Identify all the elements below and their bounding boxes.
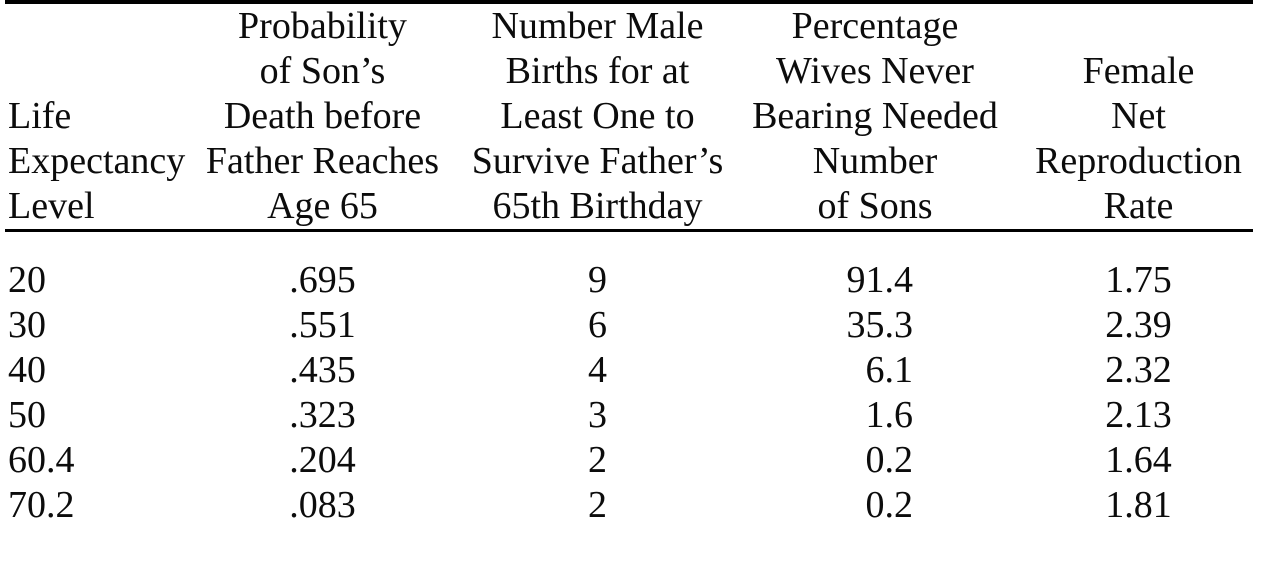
table-row: 20 .695 9 91.4 1.75 (5, 231, 1253, 304)
header-line: Percentage (791, 5, 959, 47)
cell-percentage-wives: 6.1 (865, 349, 914, 391)
cell-life-expectancy: 60.4 (8, 439, 75, 481)
cell-percentage-wives: 91.4 (846, 259, 914, 301)
col-header-number-male-births: Number Male Births for at Least One to S… (455, 2, 740, 232)
table-row: 50 .323 3 1.6 2.13 (5, 393, 1253, 438)
header-line: Rate (1103, 185, 1174, 227)
cell-male-births: 9 (588, 259, 607, 301)
table-header: Life Expectancy Level Probability of Son… (5, 2, 1253, 232)
cell-net-reproduction-rate: 2.32 (1105, 349, 1172, 391)
header-line: Father Reaches (205, 140, 440, 182)
header-line: Level (8, 185, 95, 227)
col-header-percentage-wives: Percentage Wives Never Bearing Needed Nu… (740, 2, 1010, 232)
cell-life-expectancy: 70.2 (8, 484, 75, 526)
cell-percentage-wives: 1.6 (865, 394, 914, 436)
cell-male-births: 6 (588, 304, 607, 346)
table-row: 70.2 .083 2 0.2 1.81 (5, 483, 1253, 528)
cell-net-reproduction-rate: 1.75 (1105, 259, 1172, 301)
cell-probability-death: .083 (289, 484, 356, 526)
cell-percentage-wives: 35.3 (846, 304, 914, 346)
header-line: Bearing Needed (752, 95, 998, 137)
cell-probability-death: .551 (289, 304, 356, 346)
cell-male-births: 3 (588, 394, 607, 436)
header-line: Survive Father’s (471, 140, 724, 182)
header-line: Life (8, 95, 72, 137)
cell-net-reproduction-rate: 1.81 (1105, 484, 1172, 526)
col-header-life-expectancy-level: Life Expectancy Level (5, 2, 190, 232)
header-line: Female (1082, 50, 1195, 92)
cell-life-expectancy: 50 (8, 394, 46, 436)
cell-probability-death: .435 (289, 349, 356, 391)
cell-life-expectancy: 40 (8, 349, 46, 391)
header-line: 65th Birthday (492, 185, 703, 227)
header-line: Number (812, 140, 938, 182)
table-body: 20 .695 9 91.4 1.75 30 .551 6 35.3 2.39 … (5, 231, 1253, 529)
cell-male-births: 4 (588, 349, 607, 391)
cell-male-births: 2 (588, 484, 607, 526)
header-line: Births for at (505, 50, 690, 92)
table-row: 60.4 .204 2 0.2 1.64 (5, 438, 1253, 483)
cell-male-births: 2 (588, 439, 607, 481)
header-line: Age 65 (267, 185, 378, 227)
header-line: Death before (223, 95, 422, 137)
header-line: of Son’s (259, 50, 386, 92)
table-row: 40 .435 4 6.1 2.32 (5, 348, 1253, 393)
header-line: of Sons (817, 185, 933, 227)
header-line: Probability (238, 5, 407, 47)
cell-life-expectancy: 30 (8, 304, 46, 346)
cell-life-expectancy: 20 (8, 259, 46, 301)
header-line: Wives Never (776, 50, 974, 92)
cell-percentage-wives: 0.2 (865, 439, 914, 481)
header-row: Life Expectancy Level Probability of Son… (5, 2, 1253, 232)
header-line: Reproduction (1035, 140, 1242, 182)
col-header-probability-sons-death: Probability of Son’s Death before Father… (190, 2, 455, 232)
header-line: Least One to (500, 95, 695, 137)
cell-probability-death: .204 (289, 439, 356, 481)
life-expectancy-table: Life Expectancy Level Probability of Son… (5, 0, 1253, 528)
header-line: Number Male (491, 5, 704, 47)
header-line: Net (1111, 95, 1166, 137)
table-row: 30 .551 6 35.3 2.39 (5, 303, 1253, 348)
cell-probability-death: .695 (289, 259, 356, 301)
cell-net-reproduction-rate: 2.13 (1105, 394, 1172, 436)
cell-net-reproduction-rate: 2.39 (1105, 304, 1172, 346)
cell-percentage-wives: 0.2 (865, 484, 914, 526)
cell-net-reproduction-rate: 1.64 (1105, 439, 1172, 481)
col-header-female-net-reproduction-rate: Female Net Reproduction Rate (1010, 2, 1253, 232)
header-line: Expectancy (8, 140, 186, 182)
cell-probability-death: .323 (289, 394, 356, 436)
